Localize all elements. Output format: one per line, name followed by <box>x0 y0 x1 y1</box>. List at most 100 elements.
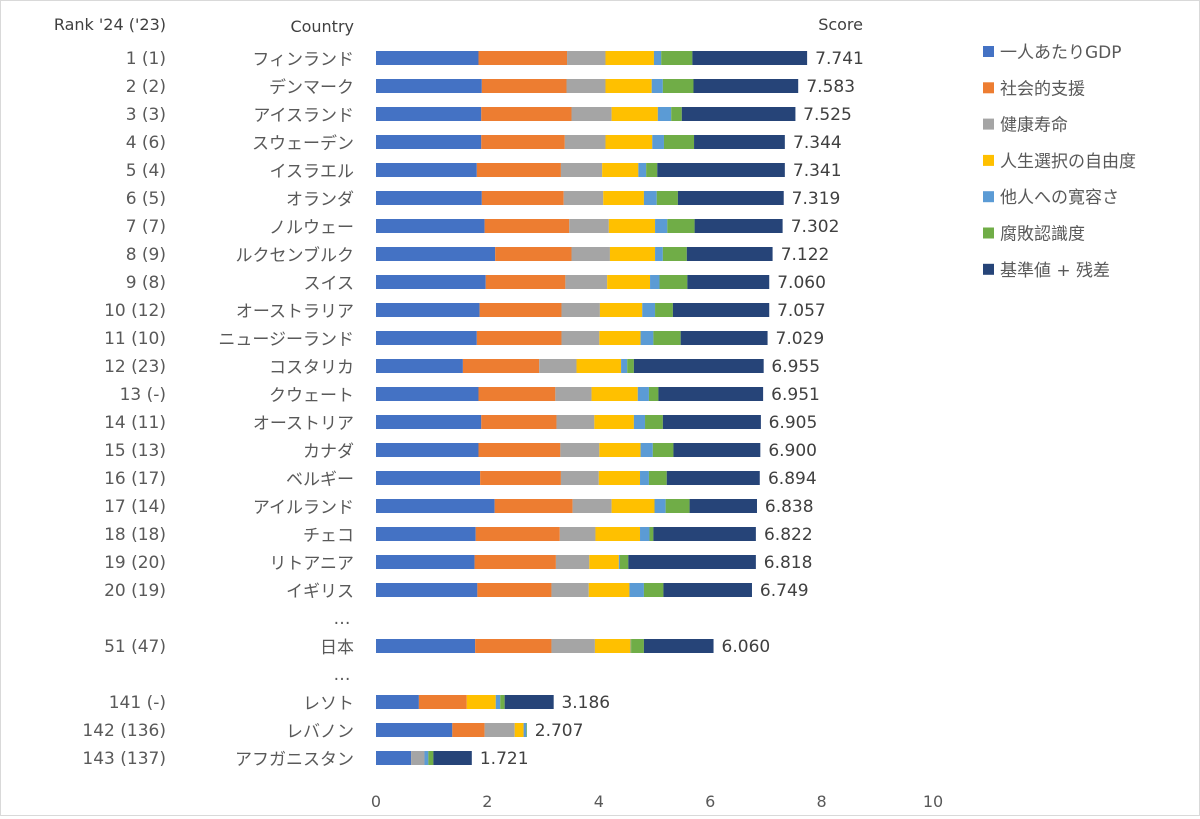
bar-row: 9 (8) スイス 7.060 <box>126 273 826 294</box>
score-label: 7.741 <box>815 49 864 69</box>
bar-segment <box>526 723 527 737</box>
bar-segment <box>643 583 664 597</box>
bar-segment <box>662 415 761 429</box>
bar-segment <box>628 555 756 569</box>
ellipsis-label: … <box>334 665 351 685</box>
bar-segment <box>495 695 501 709</box>
legend-swatch <box>983 82 994 94</box>
rank-label: 5 (4) <box>126 161 166 181</box>
legend-label: 人生選択の自由度 <box>1000 152 1136 172</box>
bar-segment <box>663 135 695 149</box>
bar-segment <box>661 51 693 65</box>
bar-segment <box>687 275 770 289</box>
bar-row: 11 (10) ニュージーランド 7.029 <box>104 329 824 350</box>
bar-segment <box>418 695 467 709</box>
rank-label: 15 (13) <box>104 441 166 461</box>
bar-segment <box>476 331 562 345</box>
rank-label: 8 (9) <box>126 245 166 265</box>
bar-segment <box>376 219 485 233</box>
bar-segment <box>478 387 556 401</box>
bar-segment <box>376 51 479 65</box>
bar-segment <box>611 499 655 513</box>
legend-label: 腐敗認識度 <box>1000 225 1085 245</box>
bar-segment <box>376 387 479 401</box>
rank-label: 1 (1) <box>126 49 166 69</box>
bar-segment <box>556 415 595 429</box>
country-label: 日本 <box>320 638 354 658</box>
rank-label: 3 (3) <box>126 105 166 125</box>
legend-label: 基準値 + 残差 <box>1000 261 1110 281</box>
bar-segment <box>376 247 496 261</box>
country-label: レソト <box>303 694 354 714</box>
x-axis: 0 2 4 6 8 10 <box>371 792 943 811</box>
bar-segment <box>576 359 622 373</box>
bar-row: 15 (13) カナダ 6.900 <box>104 441 817 462</box>
legend-label: 健康寿命 <box>1000 116 1068 136</box>
bar-segment <box>376 191 482 205</box>
bar-segment <box>694 135 785 149</box>
bar-segment <box>514 723 524 737</box>
bar-segment <box>376 415 482 429</box>
legend-item: 社会的支援 <box>983 79 1085 99</box>
bar-segment <box>376 275 486 289</box>
bar-segment <box>640 471 649 485</box>
bar-segment <box>376 527 476 541</box>
bar-segment <box>376 471 481 485</box>
bar-row: 10 (12) オーストラリア 7.057 <box>104 301 826 322</box>
score-label: 6.894 <box>768 469 817 489</box>
bar-segment <box>477 583 552 597</box>
bar-segment <box>677 191 784 205</box>
bar-segment <box>424 751 429 765</box>
bar-segment <box>672 303 770 317</box>
bar-segment <box>560 163 603 177</box>
bar-segment <box>376 163 477 177</box>
bar-segment <box>631 639 644 653</box>
rank-label: 13 (-) <box>120 385 166 405</box>
country-label: クウェート <box>269 386 354 406</box>
bar-segment <box>694 219 783 233</box>
bar-segment <box>652 443 674 457</box>
score-label: 7.122 <box>781 245 830 265</box>
legend-item: 基準値 + 残差 <box>983 261 1110 281</box>
bar-row: 5 (4) イスラエル 7.341 <box>126 161 842 182</box>
bar-segment <box>452 723 485 737</box>
bar-segment <box>571 107 612 121</box>
bar-segment <box>481 79 567 93</box>
bar-segment <box>475 639 552 653</box>
bar-segment <box>551 583 589 597</box>
bar-segment <box>523 723 527 737</box>
legend-label: 社会的支援 <box>1000 79 1085 99</box>
rank-label: 51 (47) <box>104 637 166 657</box>
bar-row: 19 (20) リトアニア 6.818 <box>104 553 812 574</box>
bar-segment <box>605 51 654 65</box>
bar-segment <box>671 107 682 121</box>
bar-segment <box>479 303 562 317</box>
bar-segment <box>657 163 785 177</box>
legend-swatch <box>983 227 994 239</box>
rank-label: 11 (10) <box>104 329 166 349</box>
bar-segment <box>569 219 609 233</box>
x-tick-label: 6 <box>705 792 715 811</box>
bar-row: 20 (19) イギリス 6.749 <box>104 581 809 602</box>
score-label: 6.838 <box>765 497 814 517</box>
bar-segment <box>475 527 560 541</box>
score-label: 6.951 <box>771 385 820 405</box>
score-label: 7.029 <box>776 329 825 349</box>
bar-segment <box>648 471 667 485</box>
bar-segment <box>693 79 799 93</box>
country-label: イスラエル <box>270 162 355 182</box>
score-label: 7.583 <box>806 77 855 97</box>
country-label: スイス <box>304 274 355 294</box>
bar-segment <box>629 583 644 597</box>
bar-segment <box>566 79 606 93</box>
bar-segment <box>633 415 646 429</box>
bar-row: 4 (6) スウェーデン 7.344 <box>126 133 842 154</box>
score-label: 6.749 <box>760 581 809 601</box>
bar-segment <box>665 499 690 513</box>
bar-segment <box>654 499 666 513</box>
bar-row: 8 (9) ルクセンブルク 7.122 <box>126 245 830 266</box>
rank-label: 18 (18) <box>104 525 166 545</box>
bar-segment <box>559 527 596 541</box>
bar-segment <box>640 331 654 345</box>
